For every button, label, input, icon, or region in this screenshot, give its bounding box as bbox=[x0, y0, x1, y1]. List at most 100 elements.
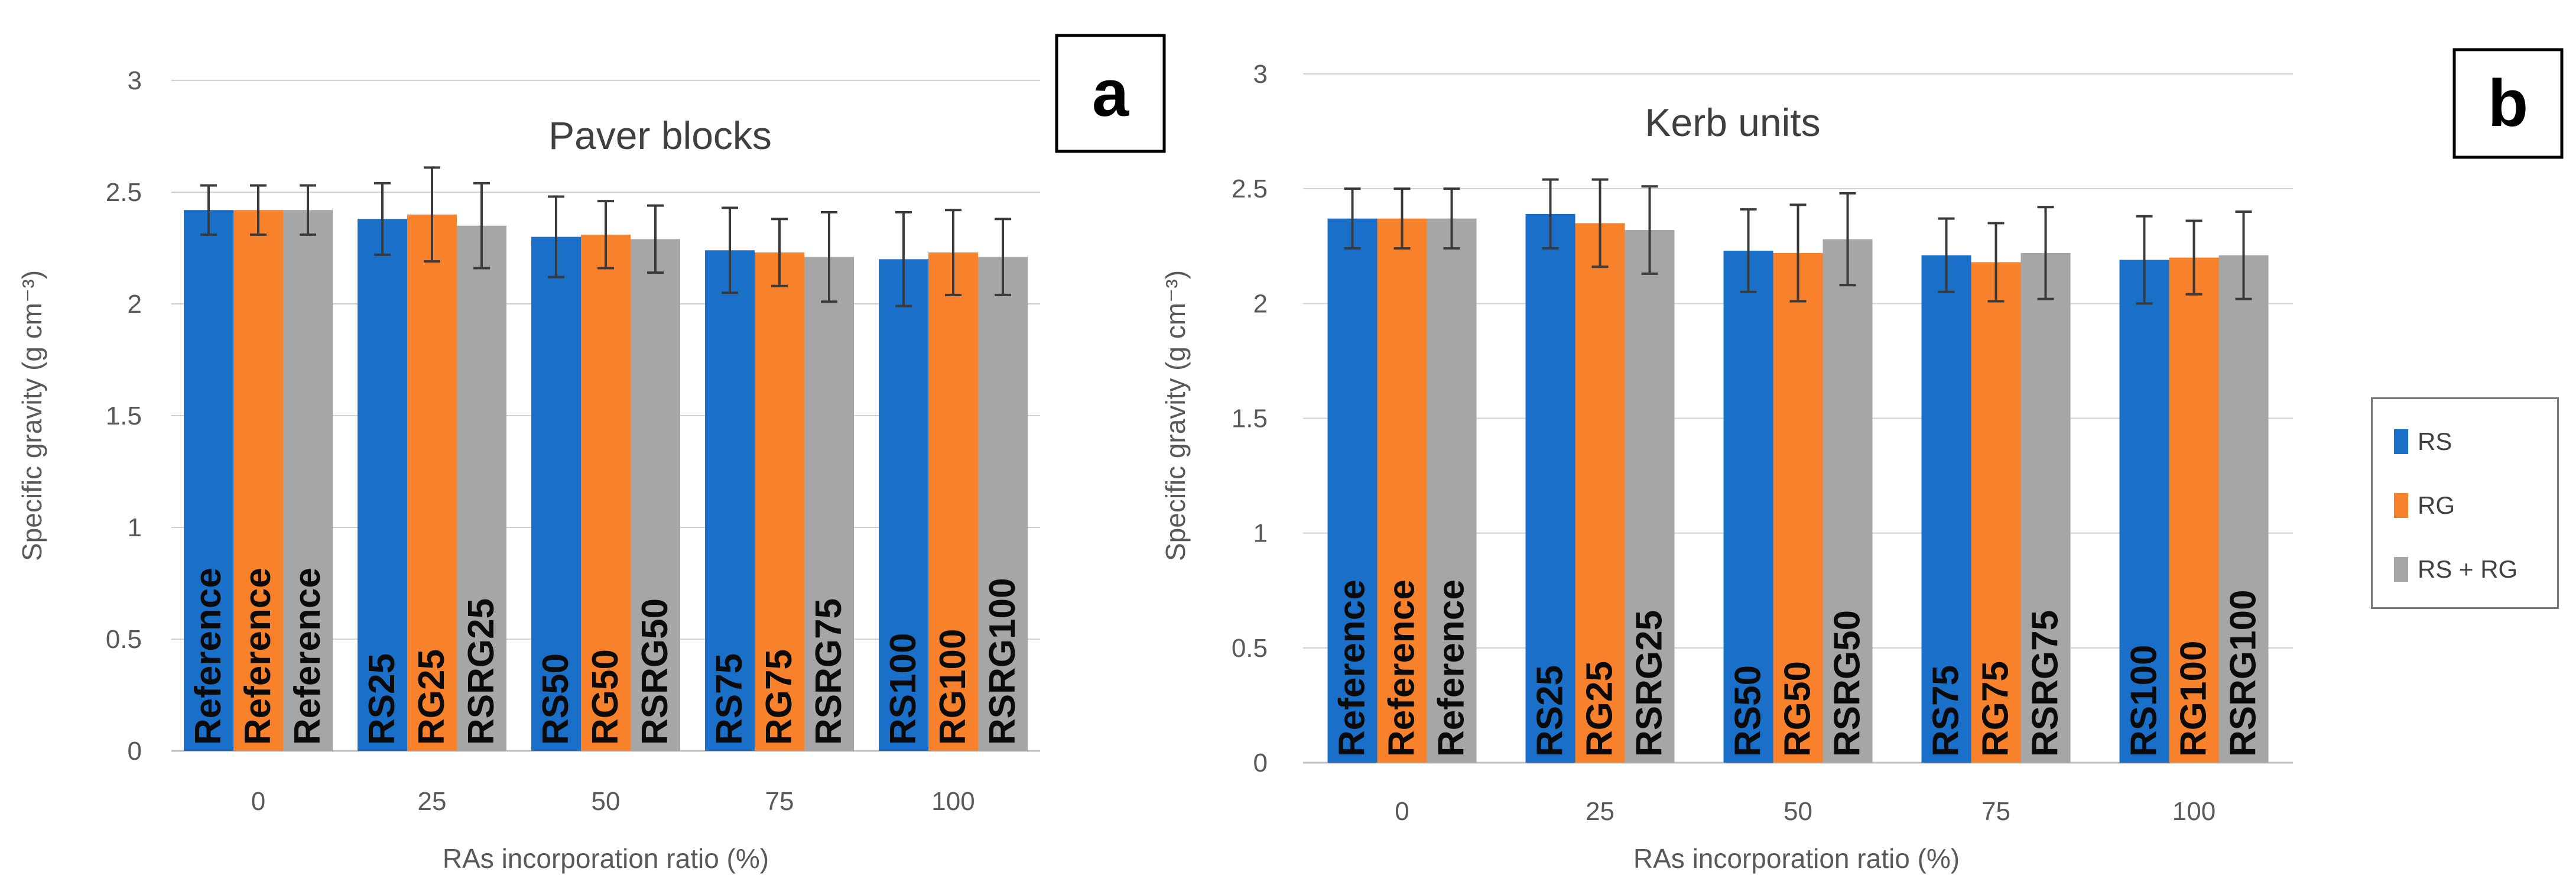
bar bbox=[928, 252, 978, 751]
error-bar bbox=[1641, 185, 1658, 275]
y-tick-label: 2.5 bbox=[1232, 174, 1268, 203]
error-bar bbox=[1789, 203, 1807, 303]
bar-label: RS100 bbox=[2124, 644, 2165, 757]
legend-label-rsrg: RS + RG bbox=[2418, 555, 2518, 583]
y-tick-label: 0 bbox=[1253, 749, 1268, 777]
x-tick-label: 50 bbox=[592, 787, 621, 816]
x-tick-label: 0 bbox=[251, 787, 265, 816]
error-bar bbox=[548, 195, 564, 278]
bar bbox=[407, 214, 457, 751]
bar bbox=[1921, 255, 1971, 763]
bar-label: RG50 bbox=[1778, 661, 1818, 757]
bar-label: RS75 bbox=[1926, 665, 1967, 757]
y-tick-label: 0.5 bbox=[106, 625, 142, 654]
bar-label: Reference bbox=[1382, 579, 1422, 757]
panel-label: b bbox=[2488, 66, 2528, 140]
error-bar bbox=[1393, 187, 1411, 250]
bar-label: RS25 bbox=[362, 653, 402, 745]
bar-label: RSRG25 bbox=[1629, 610, 1670, 757]
chart-panel-a: 0 0.5 1 1.5 2 2.5 3 Specific gravity (g cm⁻³) RA… bbox=[17, 34, 1166, 874]
bar-label: RSRG50 bbox=[635, 598, 675, 745]
x-axis-label: RAs incorporation ratio (%) bbox=[443, 843, 769, 874]
error-bar bbox=[2037, 206, 2054, 300]
y-tick-label: 2 bbox=[128, 290, 142, 319]
y-axis-label: Specific gravity (g cm⁻³) bbox=[17, 270, 47, 561]
bar bbox=[457, 225, 506, 751]
bar bbox=[581, 234, 631, 751]
x-tick-label: 75 bbox=[1981, 797, 2010, 826]
bar-label: RG50 bbox=[585, 649, 626, 745]
error-bar bbox=[722, 206, 738, 294]
y-tick-label: 2.5 bbox=[106, 178, 142, 207]
error-bar bbox=[1344, 187, 1361, 250]
bar bbox=[358, 219, 407, 751]
bar bbox=[978, 257, 1028, 751]
bar bbox=[531, 236, 581, 751]
error-bar bbox=[821, 211, 837, 303]
bar bbox=[2218, 255, 2269, 763]
bar bbox=[631, 239, 680, 751]
bar-label: RSRG100 bbox=[2223, 589, 2264, 757]
error-bar bbox=[2235, 210, 2252, 300]
y-tick-label: 3 bbox=[128, 66, 142, 95]
error-bar bbox=[473, 182, 490, 270]
error-bar bbox=[597, 200, 614, 270]
error-bar bbox=[995, 218, 1011, 296]
bar bbox=[1773, 252, 1823, 763]
bar-label: RG75 bbox=[759, 649, 800, 745]
panel-label: a bbox=[1092, 56, 1129, 130]
error-bar bbox=[2185, 219, 2203, 296]
x-tick-label: 50 bbox=[1784, 797, 1812, 826]
bar bbox=[755, 252, 804, 751]
legend-item-rsrg: RS + RG bbox=[2394, 552, 2517, 587]
legend-swatch-rs bbox=[2394, 429, 2408, 454]
error-bar bbox=[1987, 222, 2005, 303]
bar-label: RSRG75 bbox=[808, 598, 849, 745]
bar-label: RSRG50 bbox=[1827, 610, 1868, 757]
panel-label-box bbox=[2452, 48, 2564, 159]
error-bar bbox=[374, 182, 391, 256]
y-tick-label: 1.5 bbox=[106, 401, 142, 430]
bar-label: Reference bbox=[1431, 579, 1472, 757]
bar-label: RG100 bbox=[933, 629, 973, 745]
bar bbox=[233, 210, 283, 751]
bar bbox=[184, 210, 233, 751]
error-bar bbox=[647, 204, 664, 274]
error-bar bbox=[2136, 215, 2153, 305]
error-bar bbox=[424, 166, 440, 263]
error-bar bbox=[895, 211, 912, 307]
bar-label: RS25 bbox=[1530, 665, 1571, 757]
bar-label: RS50 bbox=[1728, 665, 1769, 757]
y-tick-label: 1.5 bbox=[1232, 404, 1268, 433]
bar bbox=[1327, 218, 1378, 763]
x-tick-label: 100 bbox=[931, 787, 974, 816]
bar bbox=[1575, 223, 1625, 763]
bar bbox=[705, 250, 755, 751]
bar bbox=[1823, 239, 1873, 763]
error-bar bbox=[1740, 208, 1757, 293]
panel-label-box bbox=[1055, 34, 1166, 153]
bar-label: Reference bbox=[238, 568, 278, 745]
bar bbox=[879, 259, 928, 751]
legend-swatch-rg bbox=[2394, 493, 2408, 518]
y-tick-label: 1 bbox=[128, 513, 142, 542]
y-tick-label: 0.5 bbox=[1232, 634, 1268, 663]
y-axis-label: Specific gravity (g cm⁻³) bbox=[1160, 270, 1191, 561]
bar-label: RS100 bbox=[883, 633, 924, 745]
x-tick-label: 75 bbox=[765, 787, 794, 816]
bar bbox=[1427, 218, 1477, 763]
x-axis-label: RAs incorporation ratio (%) bbox=[1633, 843, 1960, 874]
y-tick-label: 2 bbox=[1253, 289, 1268, 318]
chart-title: Paver blocks bbox=[548, 114, 772, 157]
bar bbox=[1625, 230, 1675, 763]
legend-item-rg: RG bbox=[2394, 488, 2455, 523]
bar bbox=[1377, 218, 1427, 763]
bar bbox=[2119, 260, 2169, 763]
error-bar bbox=[1542, 178, 1559, 250]
bar-label: RSRG100 bbox=[982, 578, 1023, 745]
bar bbox=[283, 210, 333, 751]
bar-label: RG100 bbox=[2174, 641, 2214, 757]
x-tick-label: 0 bbox=[1395, 797, 1409, 826]
error-bar bbox=[1591, 178, 1609, 268]
